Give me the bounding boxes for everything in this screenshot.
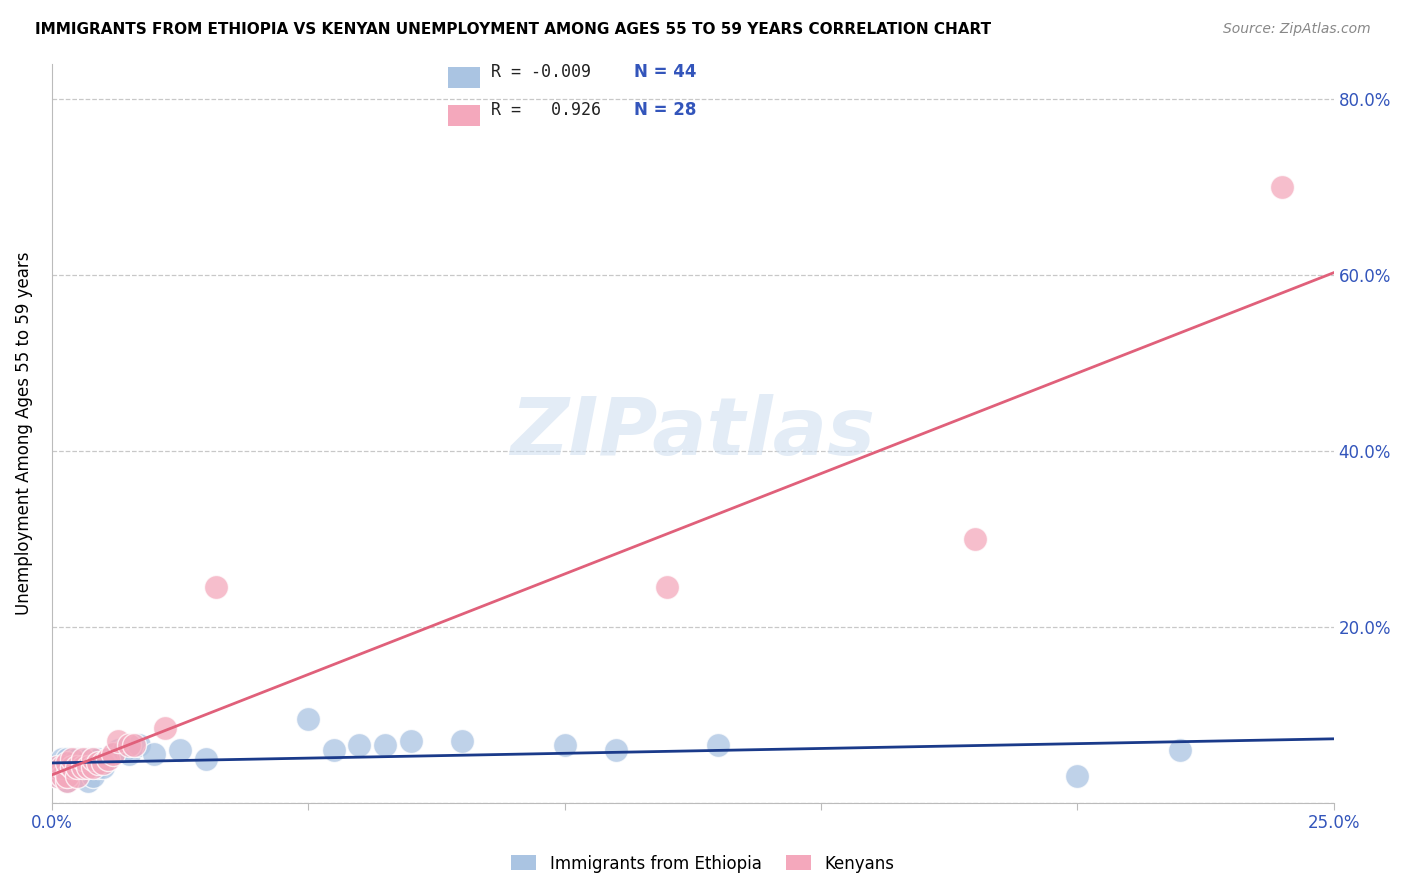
Text: N = 44: N = 44 (634, 63, 696, 81)
Text: N = 28: N = 28 (634, 102, 696, 120)
Point (97, 751, 120, 765)
Point (107, 743, 129, 757)
Point (51, 751, 73, 765)
Point (82, 769, 104, 783)
Point (103, 747, 125, 762)
Point (553, 739, 575, 753)
Point (605, 743, 627, 757)
Point (45, 769, 67, 783)
Text: R = -0.009: R = -0.009 (491, 63, 592, 81)
Point (963, 532, 986, 546)
Text: R =   0.926: R = 0.926 (491, 102, 602, 120)
Point (451, 734, 474, 748)
Point (322, 743, 344, 757)
FancyBboxPatch shape (447, 105, 479, 126)
Point (87, 756, 110, 770)
Point (349, 739, 371, 753)
Point (45, 760, 67, 774)
Point (60, 760, 83, 774)
Point (51, 760, 73, 774)
Point (51, 769, 73, 783)
Text: IMMIGRANTS FROM ETHIOPIA VS KENYAN UNEMPLOYMENT AMONG AGES 55 TO 59 YEARS CORREL: IMMIGRANTS FROM ETHIOPIA VS KENYAN UNEMP… (35, 22, 991, 37)
Point (72, 764, 94, 779)
Point (205, 580, 228, 594)
Point (122, 739, 145, 753)
Point (76, 751, 98, 765)
Point (56, 773, 79, 788)
Point (56, 751, 79, 765)
Y-axis label: Unemployment Among Ages 55 to 59 years: Unemployment Among Ages 55 to 59 years (15, 252, 32, 615)
Point (51, 760, 73, 774)
Legend: Immigrants from Ethiopia, Kenyans: Immigrants from Ethiopia, Kenyans (505, 848, 901, 880)
Text: ZIPatlas: ZIPatlas (510, 394, 875, 473)
Point (56, 769, 79, 783)
Point (91, 760, 114, 774)
Point (60, 751, 83, 765)
Point (45, 760, 67, 774)
Text: Source: ZipAtlas.com: Source: ZipAtlas.com (1223, 22, 1371, 37)
Point (76, 773, 98, 788)
Point (82, 751, 104, 765)
Point (297, 712, 319, 726)
Point (60, 760, 83, 774)
Point (66, 769, 89, 783)
Point (97, 751, 120, 765)
Point (56, 773, 79, 788)
Point (91, 756, 114, 770)
Point (128, 739, 150, 753)
FancyBboxPatch shape (447, 67, 479, 87)
Point (87, 751, 110, 765)
Point (112, 743, 135, 757)
Point (72, 760, 94, 774)
Point (66, 769, 89, 783)
Point (707, 739, 730, 753)
Point (107, 734, 129, 748)
Point (56, 760, 79, 774)
Point (143, 747, 166, 762)
Point (56, 769, 79, 783)
Point (72, 760, 94, 774)
Point (76, 760, 98, 774)
Point (72, 751, 94, 765)
Point (87, 760, 110, 774)
Point (153, 721, 176, 735)
Point (60, 769, 83, 783)
Point (169, 743, 191, 757)
Point (66, 751, 89, 765)
Point (51, 769, 73, 783)
Point (45, 769, 67, 783)
Point (76, 760, 98, 774)
Point (1066, 769, 1088, 783)
Point (655, 580, 678, 594)
Point (66, 760, 89, 774)
Point (1168, 743, 1191, 757)
Point (374, 739, 396, 753)
Point (118, 739, 141, 753)
Point (103, 747, 125, 762)
Point (82, 751, 104, 765)
Point (118, 747, 141, 762)
Point (66, 760, 89, 774)
Point (82, 760, 104, 774)
Point (399, 734, 422, 748)
Point (194, 751, 217, 765)
Point (56, 756, 79, 770)
Point (1271, 180, 1294, 194)
